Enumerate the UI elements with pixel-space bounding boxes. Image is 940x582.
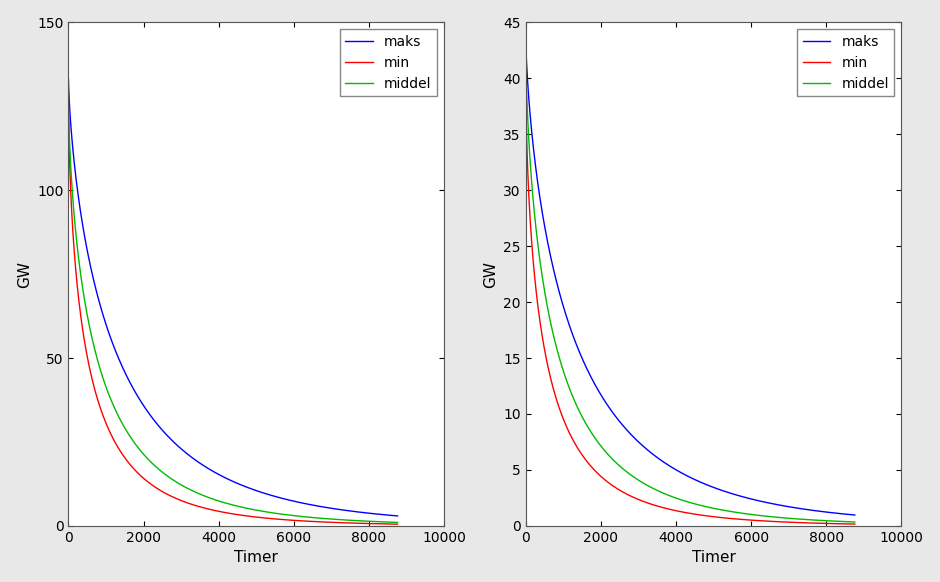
maks bbox=[520, 36, 531, 42]
min bbox=[849, 520, 860, 527]
Line: maks: maks bbox=[525, 39, 854, 515]
min bbox=[838, 520, 849, 527]
maks bbox=[629, 434, 640, 441]
min bbox=[590, 469, 602, 475]
maks bbox=[609, 413, 620, 420]
Y-axis label: GW: GW bbox=[17, 261, 32, 288]
maks bbox=[614, 418, 625, 425]
maks bbox=[392, 512, 403, 519]
maks bbox=[156, 427, 167, 434]
middel bbox=[609, 459, 620, 466]
maks bbox=[63, 76, 74, 83]
min bbox=[629, 494, 640, 501]
min bbox=[152, 485, 164, 492]
maks bbox=[590, 384, 602, 391]
maks bbox=[160, 431, 171, 438]
maks bbox=[381, 512, 392, 519]
Line: middel: middel bbox=[69, 100, 398, 523]
maks bbox=[618, 422, 629, 429]
maks bbox=[133, 395, 145, 402]
middel bbox=[618, 466, 629, 473]
min bbox=[614, 487, 625, 494]
Line: min: min bbox=[69, 96, 398, 524]
middel bbox=[160, 471, 171, 478]
middel bbox=[171, 479, 182, 486]
middel bbox=[152, 465, 164, 472]
min bbox=[133, 471, 145, 478]
min bbox=[392, 521, 403, 528]
Line: middel: middel bbox=[525, 50, 854, 522]
middel bbox=[590, 436, 602, 443]
min bbox=[160, 490, 171, 497]
min bbox=[609, 484, 620, 491]
min bbox=[520, 74, 531, 81]
middel bbox=[520, 47, 531, 54]
middel bbox=[381, 519, 392, 526]
min bbox=[63, 93, 74, 100]
X-axis label: Timer: Timer bbox=[234, 551, 278, 565]
maks bbox=[171, 442, 182, 449]
middel bbox=[156, 469, 167, 475]
min bbox=[618, 489, 629, 496]
middel bbox=[133, 445, 145, 452]
maks bbox=[849, 512, 860, 519]
min bbox=[171, 495, 182, 502]
Line: maks: maks bbox=[69, 79, 398, 516]
middel bbox=[838, 518, 849, 525]
middel bbox=[849, 519, 860, 526]
X-axis label: Timer: Timer bbox=[692, 551, 735, 565]
Line: min: min bbox=[525, 78, 854, 524]
middel bbox=[629, 474, 640, 481]
Legend: maks, min, middel: maks, min, middel bbox=[339, 29, 437, 96]
middel bbox=[392, 519, 403, 526]
middel bbox=[63, 96, 74, 103]
middel bbox=[614, 462, 625, 469]
min bbox=[381, 520, 392, 527]
maks bbox=[838, 510, 849, 517]
min bbox=[156, 488, 167, 495]
maks bbox=[152, 421, 164, 428]
Y-axis label: GW: GW bbox=[483, 261, 497, 288]
Legend: maks, min, middel: maks, min, middel bbox=[797, 29, 895, 96]
